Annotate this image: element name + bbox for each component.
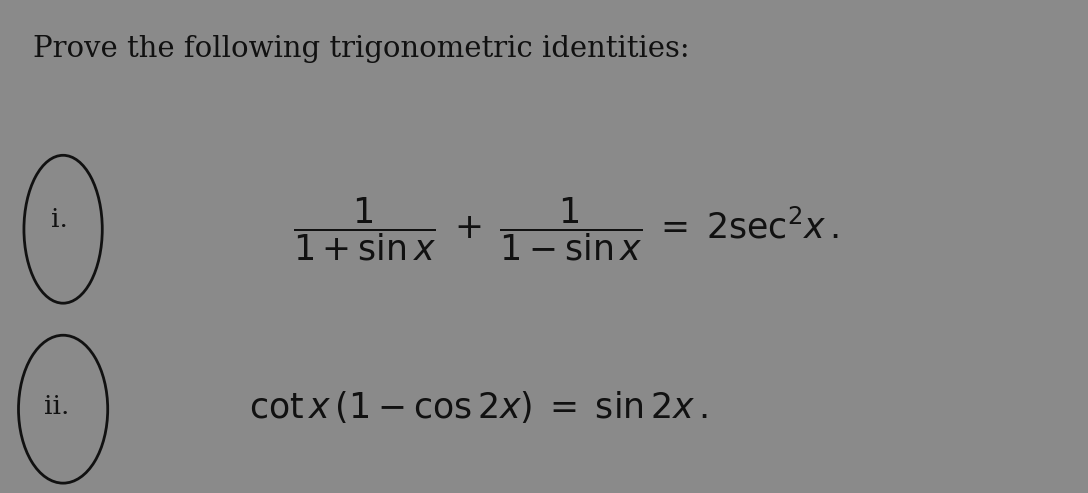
Text: ii.: ii.: [44, 394, 70, 419]
Text: i.: i.: [51, 207, 69, 232]
Text: Prove the following trigonometric identities:: Prove the following trigonometric identi…: [33, 35, 690, 63]
Text: $\dfrac{1}{1+\sin x}\;+\;\dfrac{1}{1-\sin x}\;=\;2\sec^{2}\!x\,.$: $\dfrac{1}{1+\sin x}\;+\;\dfrac{1}{1-\si…: [293, 195, 839, 263]
Text: $\cot x\,(1-\cos 2x)\;=\;\sin 2x\,.$: $\cot x\,(1-\cos 2x)\;=\;\sin 2x\,.$: [249, 388, 708, 425]
